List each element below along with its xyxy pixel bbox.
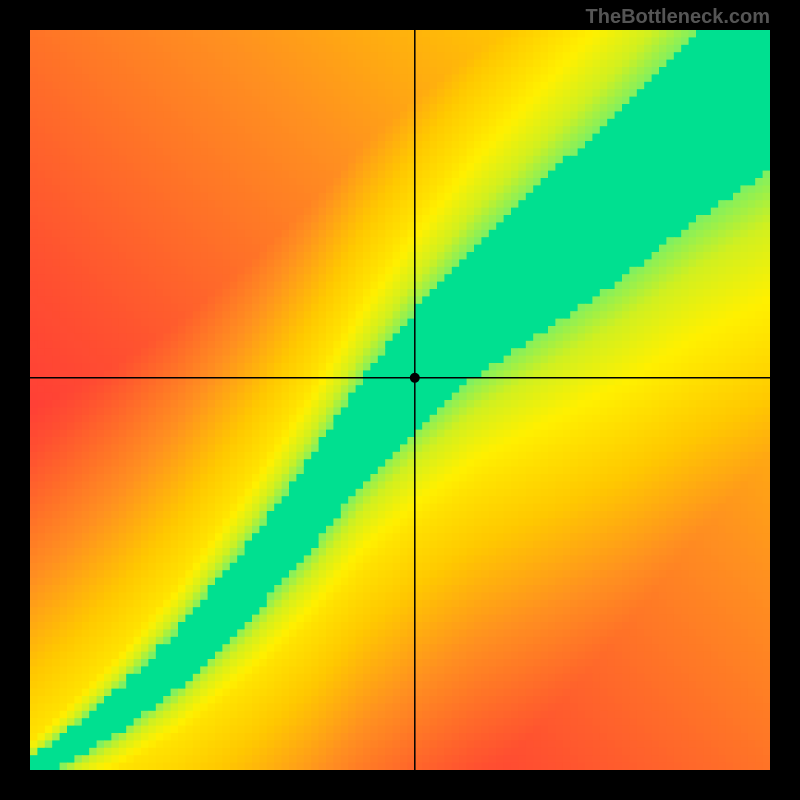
heatmap-cells	[30, 30, 770, 770]
bottleneck-heatmap	[30, 30, 770, 770]
heatmap-svg	[30, 30, 770, 770]
watermark-text: TheBottleneck.com	[586, 6, 770, 29]
crosshair-marker	[410, 373, 420, 383]
